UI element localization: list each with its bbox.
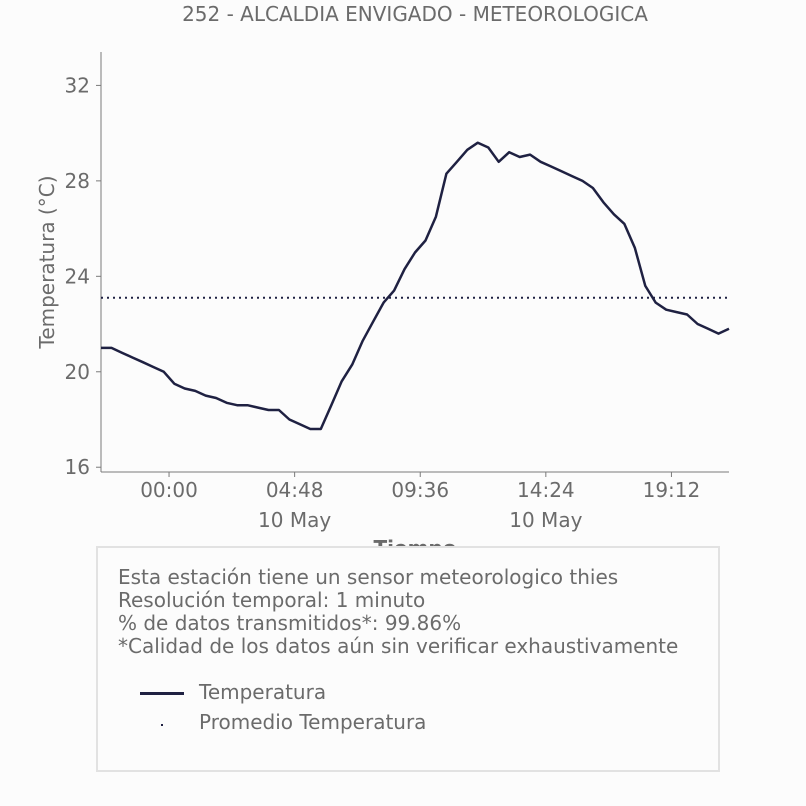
x-tick-sublabel: 10 May <box>258 508 331 532</box>
x-tick-label: 09:36 <box>391 478 449 502</box>
x-tick-label: 04:48 <box>266 478 324 502</box>
info-line-quality-note: *Calidad de los datos aún sin verificar … <box>118 634 679 658</box>
info-line-sensor: Esta estación tiene un sensor meteorolog… <box>118 565 619 589</box>
info-line-resolution: Resolución temporal: 1 minuto <box>118 588 426 612</box>
y-tick-label: 32 <box>65 73 90 97</box>
x-tick-sublabel: 10 May <box>509 508 582 532</box>
x-tick-label: 14:24 <box>517 478 575 502</box>
y-tick-label: 24 <box>65 264 90 288</box>
station-info: Esta estación tiene un sensor meteorolog… <box>118 566 678 658</box>
y-tick-label: 16 <box>65 455 90 479</box>
y-tick-label: 20 <box>65 360 90 384</box>
chart-title: 252 - ALCALDIA ENVIGADO - METEOROLOGICA <box>182 2 648 26</box>
x-tick-label: 00:00 <box>140 478 198 502</box>
info-box: Esta estación tiene un sensor meteorolog… <box>96 546 720 772</box>
legend-swatch-solid-line <box>140 692 184 695</box>
temperature-series-line <box>101 141 730 431</box>
y-axis-label: Temperatura (°C) <box>35 175 59 349</box>
x-tick-label: 19:12 <box>643 478 701 502</box>
info-line-transmitted: % de datos transmitidos*: 99.86% <box>118 611 462 635</box>
legend-label: Promedio Temperatura <box>199 710 427 734</box>
legend-label: Temperatura <box>199 680 327 704</box>
legend-swatch-dot <box>161 724 163 726</box>
y-tick-label: 28 <box>65 169 90 193</box>
